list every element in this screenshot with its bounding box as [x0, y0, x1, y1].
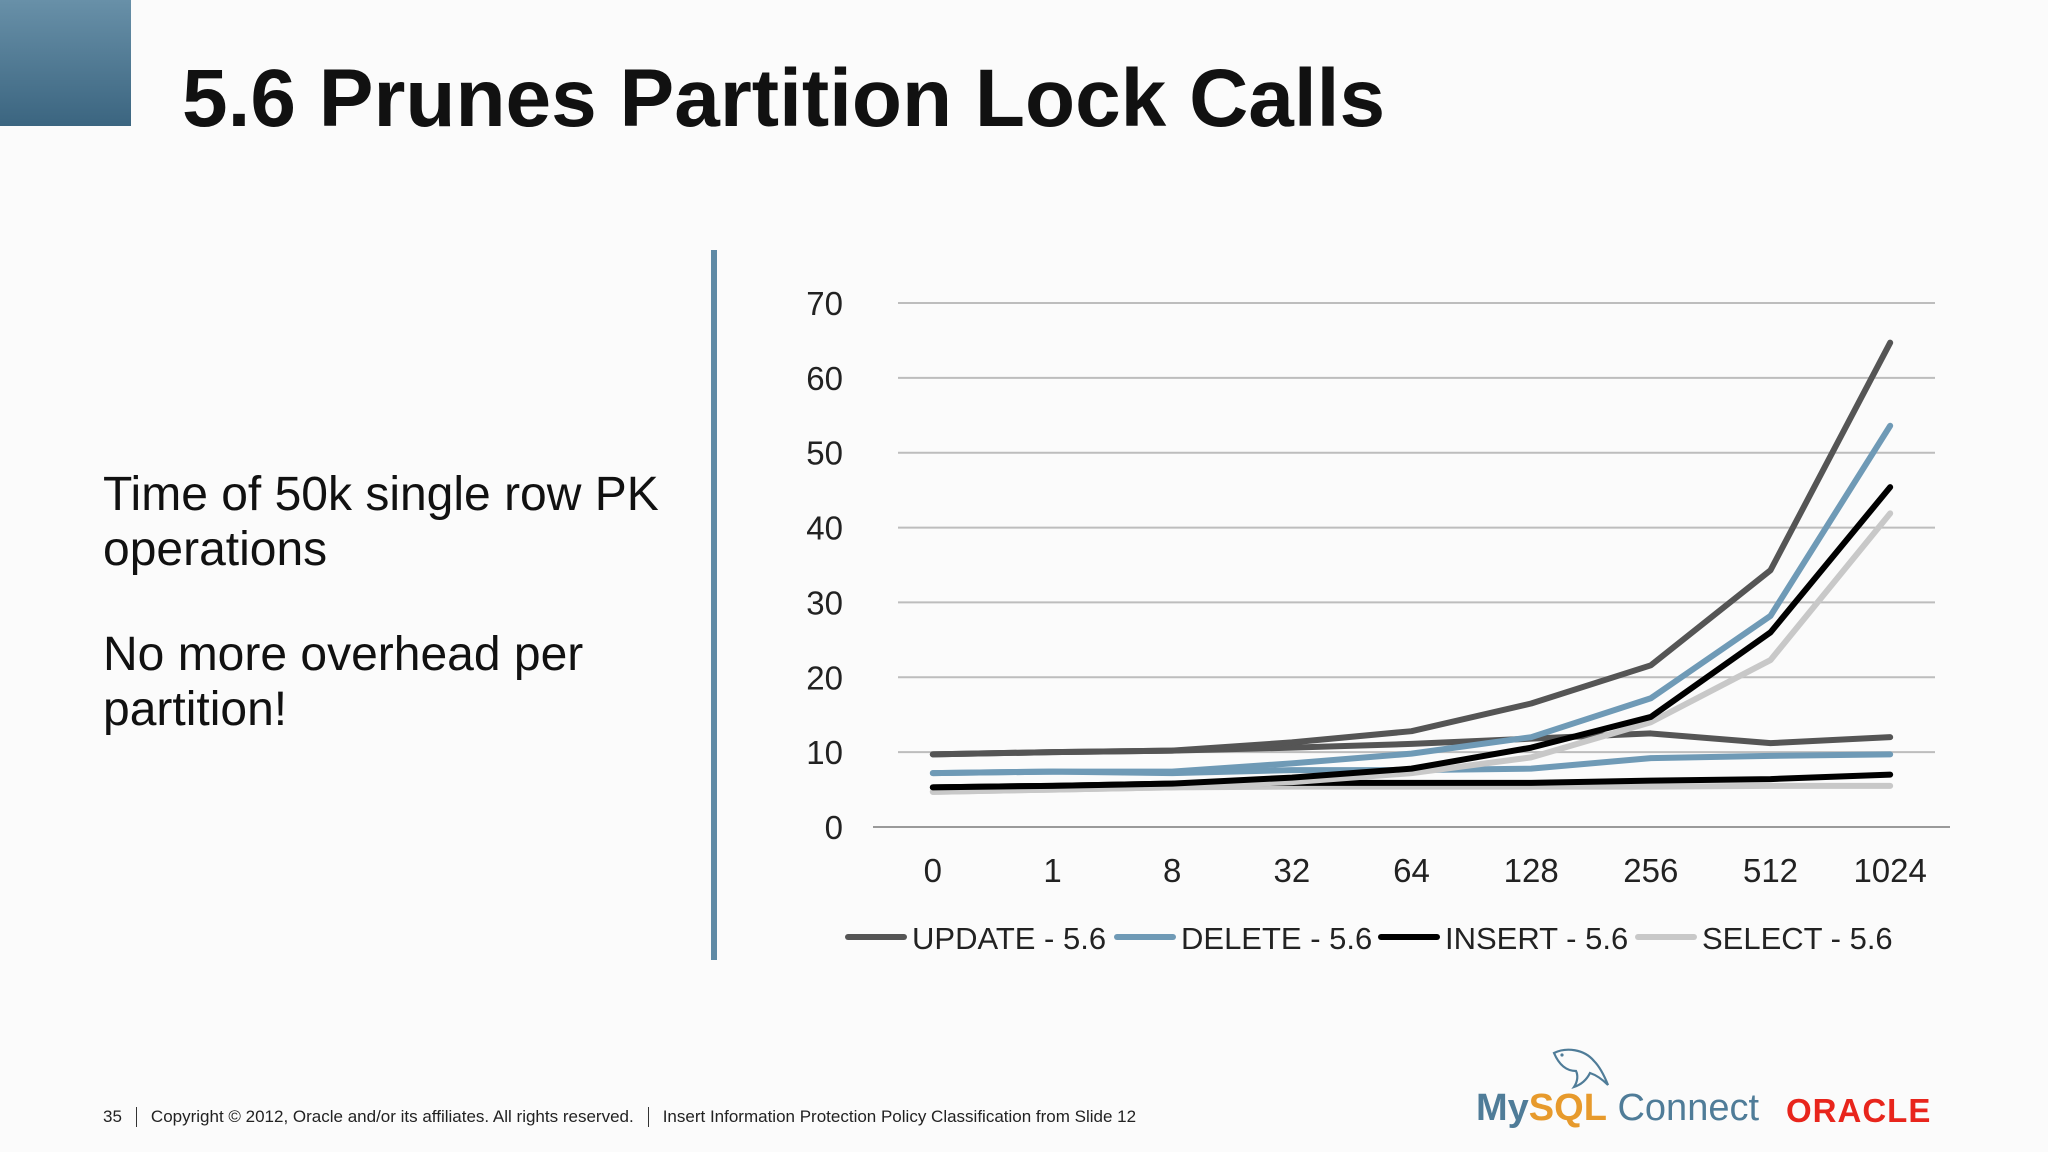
- body-text-1: Time of 50k single row PK operations: [103, 468, 659, 576]
- x-tick-label: 8: [1163, 852, 1181, 889]
- series-line: [929, 510, 1894, 795]
- legend-label: SELECT - 5.6: [1702, 921, 1893, 956]
- footer: 35 Copyright © 2012, Oracle and/or its a…: [103, 1107, 1136, 1127]
- footer-separator: [647, 1107, 649, 1127]
- classification-text: Insert Information Protection Policy Cla…: [662, 1107, 1137, 1126]
- y-tick-label: 40: [806, 510, 843, 547]
- y-tick-label: 70: [806, 285, 843, 322]
- x-tick-label: 32: [1273, 852, 1310, 889]
- x-tick-label: 1: [1043, 852, 1061, 889]
- y-tick-label: 10: [806, 734, 843, 771]
- mysql-my-text: My: [1476, 1087, 1529, 1129]
- series-line: [929, 484, 1894, 791]
- series-line: [929, 422, 1894, 777]
- dolphin-icon: [1552, 1048, 1610, 1090]
- mysql-connect-text: Connect: [1617, 1087, 1760, 1129]
- y-tick-label: 30: [806, 584, 843, 621]
- oracle-logo: ORACLE: [1786, 1092, 1932, 1129]
- slide-title: 5.6 Prunes Partition Lock Calls: [182, 53, 1386, 144]
- mysql-sql-text: SQL: [1528, 1087, 1607, 1129]
- y-tick-label: 0: [825, 809, 843, 846]
- legend-label: INSERT - 5.6: [1445, 921, 1628, 956]
- body-text-2: No more overhead per partition!: [103, 628, 584, 736]
- x-tick-label: 64: [1393, 852, 1430, 889]
- x-tick-label: 1024: [1853, 852, 1926, 889]
- x-tick-label: 0: [924, 852, 942, 889]
- mysql-connect-wordmark: MySQL Connect: [1476, 1087, 1759, 1130]
- page-number: 35: [103, 1107, 122, 1126]
- footer-separator: [135, 1107, 137, 1127]
- x-tick-label: 128: [1504, 852, 1559, 889]
- copyright-text: Copyright © 2012, Oracle and/or its affi…: [150, 1107, 634, 1126]
- y-tick-label: 50: [806, 435, 843, 472]
- series-line: [929, 339, 1894, 758]
- legend-label: UPDATE - 5.6: [912, 921, 1106, 956]
- y-tick-label: 20: [806, 659, 843, 696]
- mysql-connect-logo: MySQL Connect: [1476, 1045, 1759, 1135]
- corner-accent-block: [0, 0, 131, 126]
- legend-label: DELETE - 5.6: [1181, 921, 1372, 956]
- vertical-divider: [711, 250, 717, 960]
- y-tick-label: 60: [806, 360, 843, 397]
- x-tick-label: 512: [1743, 852, 1798, 889]
- x-tick-label: 256: [1623, 852, 1678, 889]
